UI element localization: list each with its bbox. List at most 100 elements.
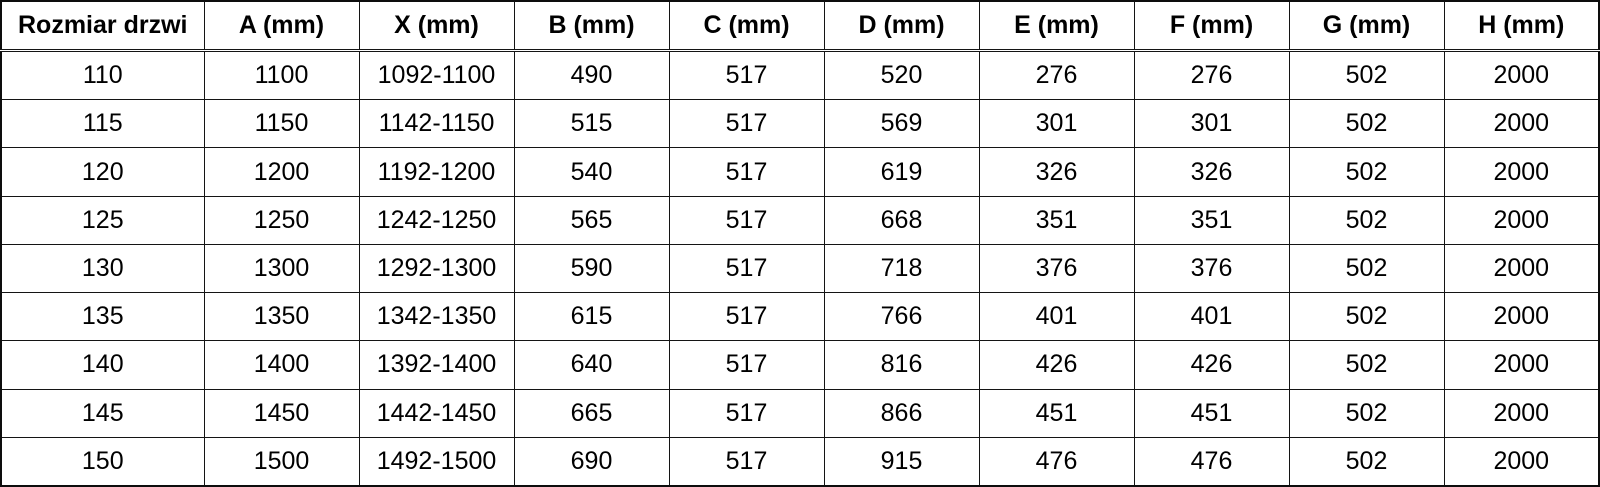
table-cell: 502 <box>1288 99 1445 149</box>
table-cell: 326 <box>978 147 1135 197</box>
table-cell: 401 <box>978 292 1135 342</box>
table-cell: 517 <box>668 388 825 438</box>
table-cell: 502 <box>1288 49 1445 101</box>
table-cell: 476 <box>978 436 1135 487</box>
table-cell: 150 <box>0 436 205 487</box>
table-cell: 1142-1150 <box>358 99 515 149</box>
table-cell: 451 <box>978 388 1135 438</box>
table-cell: 569 <box>823 99 980 149</box>
column-header: G (mm) <box>1288 0 1445 52</box>
table-cell: 140 <box>0 340 205 390</box>
table-cell: 668 <box>823 195 980 245</box>
column-header: D (mm) <box>823 0 980 52</box>
table-row: 145 1450 1442-1450 665 517 866 451 451 502 2000 <box>0 388 1600 438</box>
table-cell: 766 <box>823 292 980 342</box>
table-cell: 426 <box>978 340 1135 390</box>
column-header: C (mm) <box>668 0 825 52</box>
column-header: A (mm) <box>203 0 360 52</box>
table-cell: 301 <box>1133 99 1290 149</box>
table-cell: 517 <box>668 292 825 342</box>
table-cell: 515 <box>513 99 670 149</box>
table-cell: 615 <box>513 292 670 342</box>
column-header: B (mm) <box>513 0 670 52</box>
table-cell: 351 <box>1133 195 1290 245</box>
table-row: 130 1300 1292-1300 590 517 718 376 376 502 2000 <box>0 243 1600 294</box>
table-cell: 1250 <box>203 195 360 245</box>
table-cell: 326 <box>1133 147 1290 197</box>
table-cell: 1092-1100 <box>358 49 515 101</box>
table-cell: 502 <box>1288 340 1445 390</box>
table-cell: 517 <box>668 243 825 294</box>
table-cell: 351 <box>978 195 1135 245</box>
table-cell: 276 <box>978 49 1135 101</box>
table-cell: 376 <box>1133 243 1290 294</box>
table-cell: 502 <box>1288 243 1445 294</box>
table-cell: 619 <box>823 147 980 197</box>
table-cell: 1200 <box>203 147 360 197</box>
table-cell: 502 <box>1288 436 1445 487</box>
table-cell: 451 <box>1133 388 1290 438</box>
table-cell: 2000 <box>1443 99 1600 149</box>
table-row: 125 1250 1242-1250 565 517 668 351 351 502 2000 <box>0 195 1600 245</box>
table-cell: 502 <box>1288 195 1445 245</box>
table-row: 115 1150 1142-1150 515 517 569 301 301 502 2000 <box>0 99 1600 149</box>
table-cell: 690 <box>513 436 670 487</box>
table-row: 120 1200 1192-1200 540 517 619 326 326 502 2000 <box>0 147 1600 197</box>
table-cell: 1300 <box>203 243 360 294</box>
table-cell: 517 <box>668 340 825 390</box>
table-cell: 376 <box>978 243 1135 294</box>
table-cell: 2000 <box>1443 388 1600 438</box>
table-cell: 426 <box>1133 340 1290 390</box>
table-cell: 1400 <box>203 340 360 390</box>
table-row: 135 1350 1342-1350 615 517 766 401 401 502 2000 <box>0 292 1600 342</box>
table-row: 110 1100 1092-1100 490 517 520 276 276 502 2000 <box>0 49 1600 101</box>
table-cell: 1450 <box>203 388 360 438</box>
table-cell: 125 <box>0 195 205 245</box>
table-cell: 1150 <box>203 99 360 149</box>
table-cell: 915 <box>823 436 980 487</box>
table-cell: 1500 <box>203 436 360 487</box>
table-cell: 2000 <box>1443 195 1600 245</box>
table-row: 140 1400 1392-1400 640 517 816 426 426 502 2000 <box>0 340 1600 390</box>
table-cell: 517 <box>668 49 825 101</box>
table-cell: 517 <box>668 436 825 487</box>
table-cell: 2000 <box>1443 436 1600 487</box>
table-cell: 520 <box>823 49 980 101</box>
table-cell: 490 <box>513 49 670 101</box>
table-cell: 502 <box>1288 388 1445 438</box>
table-body: 110 1100 1092-1100 490 517 520 276 276 502 2000 11… <box>0 49 1600 487</box>
table-cell: 476 <box>1133 436 1290 487</box>
table-cell: 1492-1500 <box>358 436 515 487</box>
table-cell: 110 <box>0 49 205 101</box>
table-cell: 502 <box>1288 292 1445 342</box>
table-cell: 1292-1300 <box>358 243 515 294</box>
table-cell: 120 <box>0 147 205 197</box>
table-cell: 1392-1400 <box>358 340 515 390</box>
table-cell: 517 <box>668 147 825 197</box>
table-cell: 2000 <box>1443 243 1600 294</box>
table-row: 150 1500 1492-1500 690 517 915 476 476 502 2000 <box>0 436 1600 487</box>
header-row: Rozmiar drzwi A (mm) X (mm) B (mm) C (mm) D (… <box>0 0 1600 52</box>
table-cell: 1100 <box>203 49 360 101</box>
table-cell: 1342-1350 <box>358 292 515 342</box>
table-cell: 2000 <box>1443 49 1600 101</box>
table-cell: 1192-1200 <box>358 147 515 197</box>
table-cell: 2000 <box>1443 292 1600 342</box>
table-cell: 301 <box>978 99 1135 149</box>
table-cell: 517 <box>668 195 825 245</box>
column-header: X (mm) <box>358 0 515 52</box>
table-cell: 816 <box>823 340 980 390</box>
table-cell: 2000 <box>1443 340 1600 390</box>
table-cell: 540 <box>513 147 670 197</box>
table-cell: 401 <box>1133 292 1290 342</box>
table-cell: 665 <box>513 388 670 438</box>
table-cell: 866 <box>823 388 980 438</box>
table-cell: 115 <box>0 99 205 149</box>
table-cell: 590 <box>513 243 670 294</box>
table-cell: 565 <box>513 195 670 245</box>
table-cell: 130 <box>0 243 205 294</box>
table-cell: 517 <box>668 99 825 149</box>
column-header: H (mm) <box>1443 0 1600 52</box>
table-cell: 1242-1250 <box>358 195 515 245</box>
